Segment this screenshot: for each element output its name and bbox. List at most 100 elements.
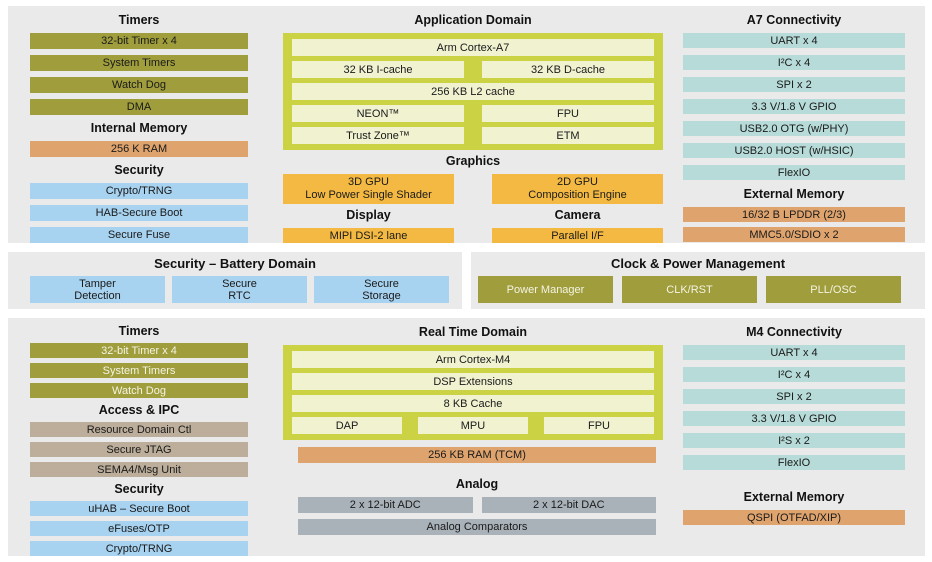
block-fpu-a7: FPU xyxy=(482,105,654,122)
block-secure-storage-line1: Secure xyxy=(364,277,399,290)
block-icache: 32 KB I-cache xyxy=(292,61,464,78)
block-a7-i2c: I²C x 4 xyxy=(683,55,905,70)
neon-fpu-row: NEON™ FPU xyxy=(292,105,654,122)
block-a7-uart: UART x 4 xyxy=(683,33,905,48)
block-crypto-trng: Crypto/TRNG xyxy=(30,183,248,199)
block-m4-32bit-timer: 32-bit Timer x 4 xyxy=(30,343,248,358)
block-2d-gpu: 2D GPU Composition Engine xyxy=(492,174,663,204)
block-dma: DMA xyxy=(30,99,248,115)
real-time-domain-container: Arm Cortex-M4 DSP Extensions 8 KB Cache … xyxy=(283,345,663,440)
display-camera-headings: Display Camera xyxy=(283,204,663,228)
trustzone-etm-row: Trust Zone™ ETM xyxy=(292,127,654,144)
block-3d-gpu-line1: 3D GPU xyxy=(348,176,389,188)
block-pll-osc: PLL/OSC xyxy=(766,276,901,303)
clock-power-row: Power Manager CLK/RST PLL/OSC xyxy=(478,276,925,303)
heading-external-memory-m4: External Memory xyxy=(743,490,845,504)
block-m4-gpio: 3.3 V/1.8 V GPIO xyxy=(683,411,905,426)
block-secure-storage: Secure Storage xyxy=(314,276,449,303)
block-l2-cache: 256 KB L2 cache xyxy=(292,83,654,100)
block-analog-comparators: Analog Comparators xyxy=(298,519,656,535)
block-system-timers: System Timers xyxy=(30,55,248,71)
block-tamper-detection-line2: Detection xyxy=(74,289,121,302)
heading-timers: Timers xyxy=(118,13,160,27)
heading-timers-m4: Timers xyxy=(118,324,160,338)
heading-security-bottom: Security xyxy=(114,482,164,496)
block-m4-uart: UART x 4 xyxy=(683,345,905,360)
gpu-row: 3D GPU Low Power Single Shader 2D GPU Co… xyxy=(283,174,663,204)
block-3d-gpu: 3D GPU Low Power Single Shader xyxy=(283,174,454,204)
dap-mpu-fpu-row: DAP MPU FPU xyxy=(292,417,654,434)
heading-graphics: Graphics xyxy=(445,154,501,168)
panel-a7-domain: Timers 32-bit Timer x 4 System Timers Wa… xyxy=(8,6,925,243)
heading-analog: Analog xyxy=(455,477,499,491)
heading-real-time-domain: Real Time Domain xyxy=(418,325,528,339)
block-etm: ETM xyxy=(482,127,654,144)
block-2d-gpu-line1: 2D GPU xyxy=(557,176,598,188)
heading-access-ipc: Access & IPC xyxy=(98,403,180,417)
block-clk-rst: CLK/RST xyxy=(622,276,757,303)
block-m4-i2c: I²C x 4 xyxy=(683,367,905,382)
heading-camera: Camera xyxy=(554,208,601,222)
block-m4-flexio: FlexIO xyxy=(683,455,905,470)
block-m4-watch-dog: Watch Dog xyxy=(30,383,248,398)
block-hab-secure-boot: HAB-Secure Boot xyxy=(30,205,248,221)
panel-battery-domain: Security – Battery Domain Tamper Detecti… xyxy=(8,252,462,309)
block-secure-jtag: Secure JTAG xyxy=(30,442,248,457)
block-mipi-dsi: MIPI DSI-2 lane xyxy=(283,228,454,243)
block-m4-i2s: I²S x 2 xyxy=(683,433,905,448)
block-arm-cortex-a7: Arm Cortex-A7 xyxy=(292,39,654,56)
block-2d-gpu-line2: Composition Engine xyxy=(528,189,627,201)
block-256k-ram: 256 K RAM xyxy=(30,141,248,157)
block-a7-flexio: FlexIO xyxy=(683,165,905,180)
block-m4-system-timers: System Timers xyxy=(30,363,248,378)
heading-application-domain: Application Domain xyxy=(414,13,532,27)
block-a7-gpio: 3.3 V/1.8 V GPIO xyxy=(683,99,905,114)
block-tamper-detection-line1: Tamper xyxy=(79,277,116,290)
block-lpddr: 16/32 B LPDDR (2/3) xyxy=(683,207,905,222)
block-dap: DAP xyxy=(292,417,402,434)
block-3d-gpu-line2: Low Power Single Shader xyxy=(305,189,432,201)
block-adc: 2 x 12-bit ADC xyxy=(298,497,473,513)
block-secure-rtc-line2: RTC xyxy=(228,289,251,302)
block-parallel-if: Parallel I/F xyxy=(492,228,663,243)
column-m4-connectivity: M4 Connectivity UART x 4 I²C x 4 SPI x 2… xyxy=(683,321,905,530)
block-dcache: 32 KB D-cache xyxy=(482,61,654,78)
block-usb-host: USB2.0 HOST (w/HSIC) xyxy=(683,143,905,158)
application-domain-container: Arm Cortex-A7 32 KB I-cache 32 KB D-cach… xyxy=(283,33,663,150)
block-mpu: MPU xyxy=(418,417,528,434)
column-real-time-domain: Real Time Domain Arm Cortex-M4 DSP Exten… xyxy=(283,321,663,541)
block-dac: 2 x 12-bit DAC xyxy=(481,497,656,513)
block-mmc-sdio: MMC5.0/SDIO x 2 xyxy=(683,227,905,242)
block-sema4-msg-unit: SEMA4/Msg Unit xyxy=(30,462,248,477)
heading-security-battery-domain: Security – Battery Domain xyxy=(154,256,316,271)
block-secure-storage-line2: Storage xyxy=(362,289,401,302)
block-watch-dog: Watch Dog xyxy=(30,77,248,93)
block-32bit-timer: 32-bit Timer x 4 xyxy=(30,33,248,49)
block-m4-spi: SPI x 2 xyxy=(683,389,905,404)
heading-security-top: Security xyxy=(114,163,164,177)
block-secure-rtc: Secure RTC xyxy=(172,276,307,303)
block-qspi: QSPI (OTFAD/XIP) xyxy=(683,510,905,525)
block-dsp-extensions: DSP Extensions xyxy=(292,373,654,390)
block-tamper-detection: Tamper Detection xyxy=(30,276,165,303)
heading-external-memory-a7: External Memory xyxy=(743,187,845,201)
block-arm-cortex-m4: Arm Cortex-M4 xyxy=(292,351,654,368)
column-top-left: Timers 32-bit Timer x 4 System Timers Wa… xyxy=(30,9,248,243)
column-application-domain: Application Domain Arm Cortex-A7 32 KB I… xyxy=(283,9,663,243)
heading-m4-connectivity: M4 Connectivity xyxy=(746,325,842,339)
heading-a7-connectivity: A7 Connectivity xyxy=(746,13,842,27)
adc-dac-row: 2 x 12-bit ADC 2 x 12-bit DAC xyxy=(298,497,656,519)
panel-m4-domain: Timers 32-bit Timer x 4 System Timers Wa… xyxy=(8,318,925,556)
display-camera-blocks: MIPI DSI-2 lane Parallel I/F xyxy=(283,228,663,243)
block-uhab-secure-boot: uHAB – Secure Boot xyxy=(30,501,248,516)
heading-internal-memory: Internal Memory xyxy=(90,121,188,135)
panel-clock-power: Clock & Power Management Power Manager C… xyxy=(471,252,925,309)
block-256kb-ram-tcm: 256 KB RAM (TCM) xyxy=(298,447,656,463)
column-a7-connectivity: A7 Connectivity UART x 4 I²C x 4 SPI x 2… xyxy=(683,9,905,243)
heading-clock-power-management: Clock & Power Management xyxy=(610,256,786,271)
block-crypto-trng-m4: Crypto/TRNG xyxy=(30,541,248,556)
block-a7-spi: SPI x 2 xyxy=(683,77,905,92)
block-fpu-m4: FPU xyxy=(544,417,654,434)
block-secure-rtc-line1: Secure xyxy=(222,277,257,290)
